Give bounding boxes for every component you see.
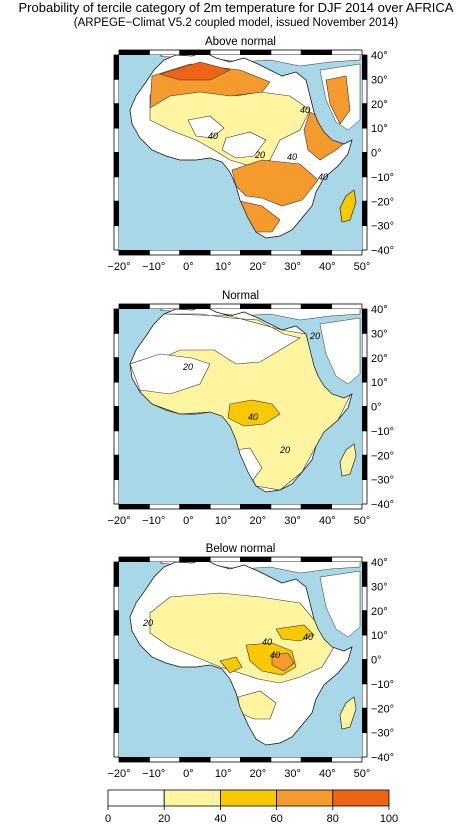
probability-region xyxy=(219,656,243,674)
page-title: Probability of tercile category of 2m te… xyxy=(18,0,454,15)
panel-above-normal: Above normal 40 40 20 40 40 −20° −10° 0° 10° 20° 30… xyxy=(107,36,394,273)
probability-region xyxy=(271,652,295,672)
lat-tick-label: 40° xyxy=(371,50,388,62)
title-block: Probability of tercile category of 2m te… xyxy=(0,0,472,31)
colorbar-tick-label: 20 xyxy=(158,813,170,824)
colorbar-swatch xyxy=(107,789,165,807)
lat-tick-label: 20° xyxy=(371,606,388,618)
contour-label: 20 xyxy=(254,150,265,160)
contour-label: 20 xyxy=(142,618,153,628)
lon-tick-label: −20° xyxy=(107,515,130,527)
lon-tick-label: 30° xyxy=(284,768,301,780)
lon-tick-label: 30° xyxy=(284,515,301,527)
panel-below-normal: Below normal 20 40 40 40 −20° −10° 0° 10° 20° 30° 4… xyxy=(107,543,394,780)
lon-tick-label: −20° xyxy=(107,768,130,780)
contour-label: 20 xyxy=(279,445,290,455)
lon-tick-label: 30° xyxy=(284,261,301,273)
probability-region xyxy=(130,353,211,395)
lat-tick-label: −40° xyxy=(371,245,394,257)
lat-tick-label: 20° xyxy=(371,99,388,111)
colorbar-legend: 0 20 40 60 80 100 xyxy=(105,789,398,824)
colorbar-swatch xyxy=(276,789,334,807)
lat-tick-label: 10° xyxy=(371,630,388,642)
lat-tick-label: −30° xyxy=(371,728,394,740)
probability-region xyxy=(231,159,319,207)
lat-tick-label: −10° xyxy=(371,426,394,438)
lon-tick-label: 0° xyxy=(183,261,194,273)
lat-tick-label: 30° xyxy=(371,74,388,86)
colorbar-swatch xyxy=(163,789,221,807)
lat-tick-label: −20° xyxy=(371,450,394,462)
probability-region xyxy=(275,624,315,642)
lon-tick-label: 10° xyxy=(215,261,232,273)
lon-tick-label: −10° xyxy=(142,515,165,527)
lat-tick-label: 40° xyxy=(371,557,388,569)
lon-tick-label: 20° xyxy=(250,768,267,780)
lon-tick-label: 50° xyxy=(354,768,371,780)
probability-region xyxy=(325,75,351,125)
lat-tick-label: 40° xyxy=(371,304,388,316)
lon-tick-label: 0° xyxy=(183,768,194,780)
contour-label: 40 xyxy=(262,637,272,647)
colorbar-swatch xyxy=(332,789,390,807)
contour-label: 40 xyxy=(303,632,313,642)
lat-tick-label: −40° xyxy=(371,752,394,764)
contour-label: 40 xyxy=(270,650,280,660)
contour-label: 40 xyxy=(248,412,258,422)
lat-tick-label: 0° xyxy=(371,402,382,414)
page-subtitle: (ARPEGE−Climat V5.2 coupled model, issue… xyxy=(73,17,399,29)
lat-tick-label: −40° xyxy=(371,499,394,511)
lat-tick-label: 20° xyxy=(371,353,388,365)
lon-tick-label: −10° xyxy=(142,261,165,273)
contour-label: 40 xyxy=(300,105,310,115)
lat-tick-label: 10° xyxy=(371,377,388,389)
lat-tick-label: 30° xyxy=(371,581,388,593)
lon-tick-label: 50° xyxy=(354,261,371,273)
panel-normal: Normal 20 40 20 20 −20° −10° 0° 10° 20° 30° 40° 50° 4… xyxy=(107,290,394,527)
lat-tick-label: 0° xyxy=(371,148,382,160)
colorbar-tick-label: 80 xyxy=(327,813,339,824)
lon-tick-label: 10° xyxy=(215,768,232,780)
probability-region xyxy=(221,131,267,159)
lon-tick-label: −10° xyxy=(142,768,165,780)
lon-tick-label: 0° xyxy=(183,515,194,527)
lon-tick-label: 10° xyxy=(215,515,232,527)
lat-tick-label: −30° xyxy=(371,475,394,487)
colorbar-tick-label: 40 xyxy=(214,813,226,824)
panel-title: Below normal xyxy=(206,543,276,555)
contour-label: 40 xyxy=(318,172,328,182)
colorbar-tick-label: 60 xyxy=(270,813,282,824)
lon-tick-label: 40° xyxy=(319,515,336,527)
lat-tick-label: −20° xyxy=(371,196,394,208)
lat-tick-label: −20° xyxy=(371,703,394,715)
probability-region xyxy=(227,399,281,427)
contour-label: 40 xyxy=(208,131,218,141)
lon-tick-label: 40° xyxy=(319,768,336,780)
lon-tick-label: 20° xyxy=(250,261,267,273)
contour-label: 20 xyxy=(182,362,193,372)
lon-tick-label: −20° xyxy=(107,261,130,273)
colorbar-tick-label: 0 xyxy=(105,813,111,824)
lat-tick-label: 0° xyxy=(371,655,382,667)
lat-tick-label: 10° xyxy=(371,123,388,135)
lon-tick-label: 50° xyxy=(354,515,371,527)
lat-tick-label: −10° xyxy=(371,172,394,184)
contour-label: 20 xyxy=(309,331,320,341)
contour-label: 40 xyxy=(287,152,297,162)
lat-tick-label: 30° xyxy=(371,328,388,340)
probability-region xyxy=(158,61,231,81)
lon-tick-label: 20° xyxy=(250,515,267,527)
lon-tick-label: 40° xyxy=(319,261,336,273)
probability-region xyxy=(187,115,225,139)
panel-title: Normal xyxy=(222,290,259,302)
lat-tick-label: −10° xyxy=(371,679,394,691)
colorbar-swatch xyxy=(219,789,277,807)
colorbar-tick-label: 100 xyxy=(380,813,398,824)
lat-tick-label: −30° xyxy=(371,221,394,233)
panel-title: Above normal xyxy=(205,36,276,48)
